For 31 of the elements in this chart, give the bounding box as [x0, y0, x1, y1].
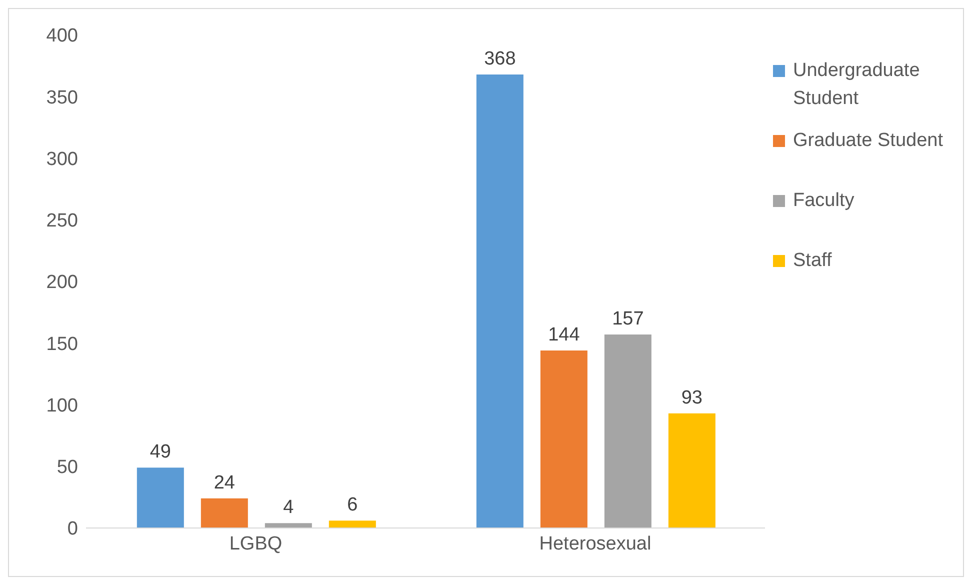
y-tick-label: 100	[46, 395, 78, 416]
bar	[604, 334, 652, 528]
data-label: 49	[150, 442, 171, 463]
data-label: 93	[681, 387, 702, 408]
data-label: 4	[283, 497, 294, 518]
legend-label: Faculty	[793, 189, 854, 213]
y-tick-label: 350	[46, 87, 78, 108]
y-tick-label: 0	[67, 518, 78, 540]
data-label: 157	[612, 308, 644, 330]
bar	[328, 520, 376, 528]
y-tick-label: 400	[46, 26, 78, 47]
bar	[668, 413, 716, 528]
data-label: 24	[214, 472, 236, 494]
bar	[476, 74, 524, 528]
bar	[540, 350, 588, 528]
y-tick-label: 300	[46, 148, 78, 170]
y-tick-label: 200	[46, 272, 78, 294]
x-tick-label: LGBQ	[229, 533, 282, 554]
legend-label: Staff	[793, 249, 832, 273]
bar	[264, 523, 312, 528]
bar	[136, 468, 184, 528]
legend-label: Undergraduate Student	[793, 59, 921, 111]
y-tick-label: 50	[56, 457, 78, 478]
data-label: 144	[548, 324, 580, 346]
legend-label: Graduate Student	[793, 129, 943, 153]
x-tick-label: Heterosexual	[539, 533, 652, 554]
y-tick-label: 250	[46, 210, 78, 232]
data-label: 6	[347, 494, 358, 516]
y-tick-label: 150	[46, 334, 78, 355]
data-label: 368	[484, 48, 516, 70]
bar	[200, 498, 248, 528]
